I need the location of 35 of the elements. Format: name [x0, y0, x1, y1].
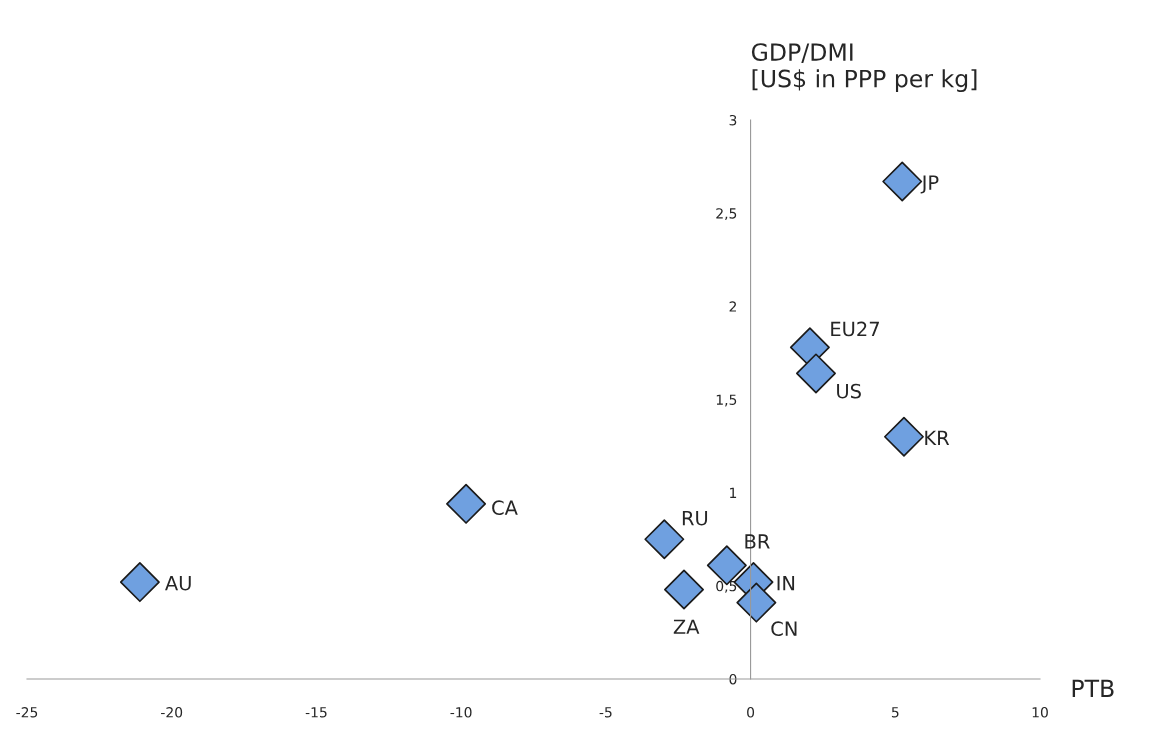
- y-tick-label: 3: [729, 114, 737, 126]
- annotation: KR: [925, 430, 950, 445]
- x-tick-label: -10: [450, 707, 472, 718]
- x-tick-label: -5: [599, 707, 612, 718]
- point: [664, 569, 704, 610]
- x-tick-label: 5: [891, 707, 899, 718]
- x-axis-title: PTB: [1072, 679, 1114, 697]
- y-tick-label: 2: [729, 301, 736, 312]
- x-tick-label: -20: [161, 707, 183, 718]
- annotation: RU: [682, 510, 708, 526]
- annotation: EU27: [831, 321, 879, 337]
- annotation: US: [837, 383, 861, 399]
- x-tick-label: -15: [305, 707, 327, 718]
- y-tick-label: 1: [730, 487, 737, 498]
- x-tick-label: 0: [747, 707, 755, 718]
- y-tick-label: 0,5: [716, 580, 737, 593]
- annotation: JP: [920, 175, 939, 194]
- annotation: BR: [745, 534, 770, 549]
- point: [883, 416, 924, 457]
- x-tick-label: 10: [1032, 707, 1048, 718]
- y-axis-title: GDP/DMI [US$ in PPP per kg]: [751, 43, 977, 93]
- x-tick-label: -25: [16, 707, 38, 718]
- point: [644, 519, 685, 560]
- y-tick-label: 0: [729, 673, 737, 685]
- point: [446, 483, 487, 524]
- y-tick-label: 1,5: [716, 394, 737, 407]
- point: [119, 562, 160, 603]
- point: [736, 582, 777, 623]
- annotation: IN: [777, 576, 795, 591]
- annotation: CA: [492, 500, 518, 516]
- annotation: AU: [165, 576, 191, 591]
- y-tick-label: 2,5: [716, 208, 737, 221]
- annotation: ZA: [673, 619, 700, 634]
- annotation: CN: [771, 621, 797, 637]
- point: [796, 353, 836, 394]
